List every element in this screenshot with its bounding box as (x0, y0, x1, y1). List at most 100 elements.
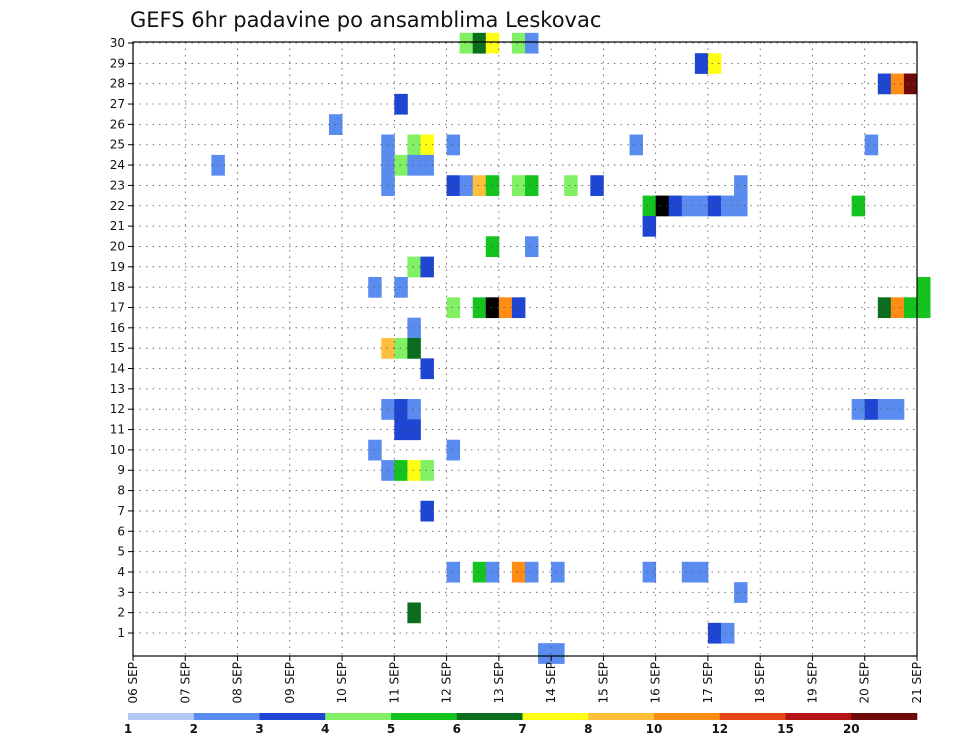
colorbar-swatch (588, 713, 655, 720)
heatmap-cell (381, 399, 395, 420)
heatmap-cell (407, 256, 421, 278)
heatmap-cell (498, 297, 513, 319)
x-tick-label: 09 SEP (283, 662, 297, 704)
x-tick-label: 13 SEP (492, 662, 506, 704)
heatmap-cell (903, 73, 918, 95)
y-tick-label: 17 (110, 300, 125, 314)
y-tick-label: 6 (117, 524, 125, 538)
heatmap-cell (525, 561, 539, 583)
heatmap-cell (446, 175, 461, 196)
colorbar-label: 7 (518, 722, 526, 736)
y-tick-label: 21 (110, 219, 125, 233)
heatmap-cell (407, 317, 421, 339)
x-tick-label: 19 SEP (806, 662, 820, 704)
heatmap-cell (694, 195, 709, 217)
plot-frame (132, 41, 918, 657)
heatmap-cell (877, 399, 892, 420)
heatmap-cell (485, 236, 500, 258)
colorbar-label: 2 (190, 722, 198, 736)
y-tick-label: 20 (110, 239, 125, 253)
colorbar-swatch (522, 713, 589, 720)
heatmap-cell (407, 460, 421, 481)
heatmap-cell (525, 236, 539, 258)
heatmap-cell (721, 195, 735, 217)
heatmap-cell (420, 134, 434, 156)
heatmap-cell (917, 276, 931, 298)
x-tick-label: 20 SEP (858, 662, 872, 704)
colorbar-swatch (128, 713, 195, 720)
colorbar-label: 4 (321, 722, 329, 736)
y-tick-label: 12 (110, 402, 125, 416)
heatmap-cell (459, 175, 474, 196)
y-tick-label: 11 (110, 423, 125, 437)
y-tick-label: 26 (110, 117, 125, 131)
heatmap-cell (407, 602, 421, 624)
heatmap-cell (511, 297, 526, 319)
heatmap-cell (407, 399, 421, 420)
x-tick-label: 12 SEP (440, 662, 454, 704)
y-tick-label: 18 (110, 280, 125, 294)
heatmap-cell (917, 297, 931, 319)
x-tick-label: 06 SEP (126, 662, 140, 704)
heatmap-cell (525, 32, 539, 54)
colorbar-label: 10 (646, 722, 663, 736)
heatmap-cell (394, 276, 408, 298)
heatmap-cell (381, 134, 395, 156)
colorbar-swatch (654, 713, 721, 720)
heatmap-cell (446, 297, 461, 319)
colorbar-swatch (193, 713, 260, 720)
heatmap-cell (472, 561, 487, 583)
heatmap-cell (890, 399, 905, 420)
heatmap-cell (564, 175, 578, 196)
y-tick-label: 25 (110, 138, 125, 152)
heatmap-cell (420, 256, 434, 278)
heatmap-cell (485, 297, 500, 319)
y-tick-label: 8 (117, 484, 125, 498)
heatmap-cell (694, 561, 709, 583)
heatmap-cell (734, 582, 748, 603)
heatmap-cell (864, 134, 879, 156)
chart-title: GEFS 6hr padavine po ansamblima Leskovac (130, 8, 601, 32)
heatmap-cell (890, 73, 905, 95)
heatmap-cell (642, 561, 657, 583)
heatmap-cell (511, 561, 526, 583)
colorbar-swatch (391, 713, 458, 720)
heatmap-cell (394, 93, 408, 115)
heatmap-cell (551, 643, 565, 664)
heatmap-cell (446, 439, 461, 461)
heatmap-cell (864, 399, 879, 420)
colorbar-label: 15 (777, 722, 794, 736)
y-tick-label: 16 (110, 321, 125, 335)
y-tick-label: 3 (117, 585, 125, 599)
y-tick-label: 28 (110, 77, 125, 91)
heatmap-cell (890, 297, 905, 319)
heatmap-cell (407, 154, 421, 176)
heatmap-cell (459, 32, 474, 54)
heatmap-cell (420, 358, 434, 380)
heatmap-cell (420, 500, 434, 522)
y-tick-label: 1 (117, 626, 125, 640)
x-tick-label: 18 SEP (753, 662, 767, 704)
y-tick-label: 19 (110, 260, 125, 274)
y-tick-label: 22 (110, 199, 125, 213)
colorbar-label: 3 (255, 722, 263, 736)
heatmap-cell (734, 175, 748, 196)
colorbar-swatch (325, 713, 392, 720)
x-tick-label: 21 SEP (910, 662, 924, 704)
heatmap-cell (485, 32, 500, 54)
x-tick-label: 11 SEP (387, 662, 401, 704)
heatmap-cell (642, 195, 657, 217)
colorbar-swatch (259, 713, 326, 720)
heatmap-cell (381, 460, 395, 481)
colorbar-swatch (851, 713, 918, 720)
heatmap-cell (381, 175, 395, 196)
y-tick-label: 24 (110, 158, 125, 172)
colorbar-label: 1 (124, 722, 132, 736)
heatmap-cell (381, 338, 395, 359)
y-tick-label: 23 (110, 178, 125, 192)
heatmap-cell (681, 195, 696, 217)
colorbar-label: 5 (387, 722, 395, 736)
heatmap-cell (394, 399, 408, 420)
y-tick-label: 5 (117, 545, 125, 559)
heatmap-cell (420, 460, 434, 481)
